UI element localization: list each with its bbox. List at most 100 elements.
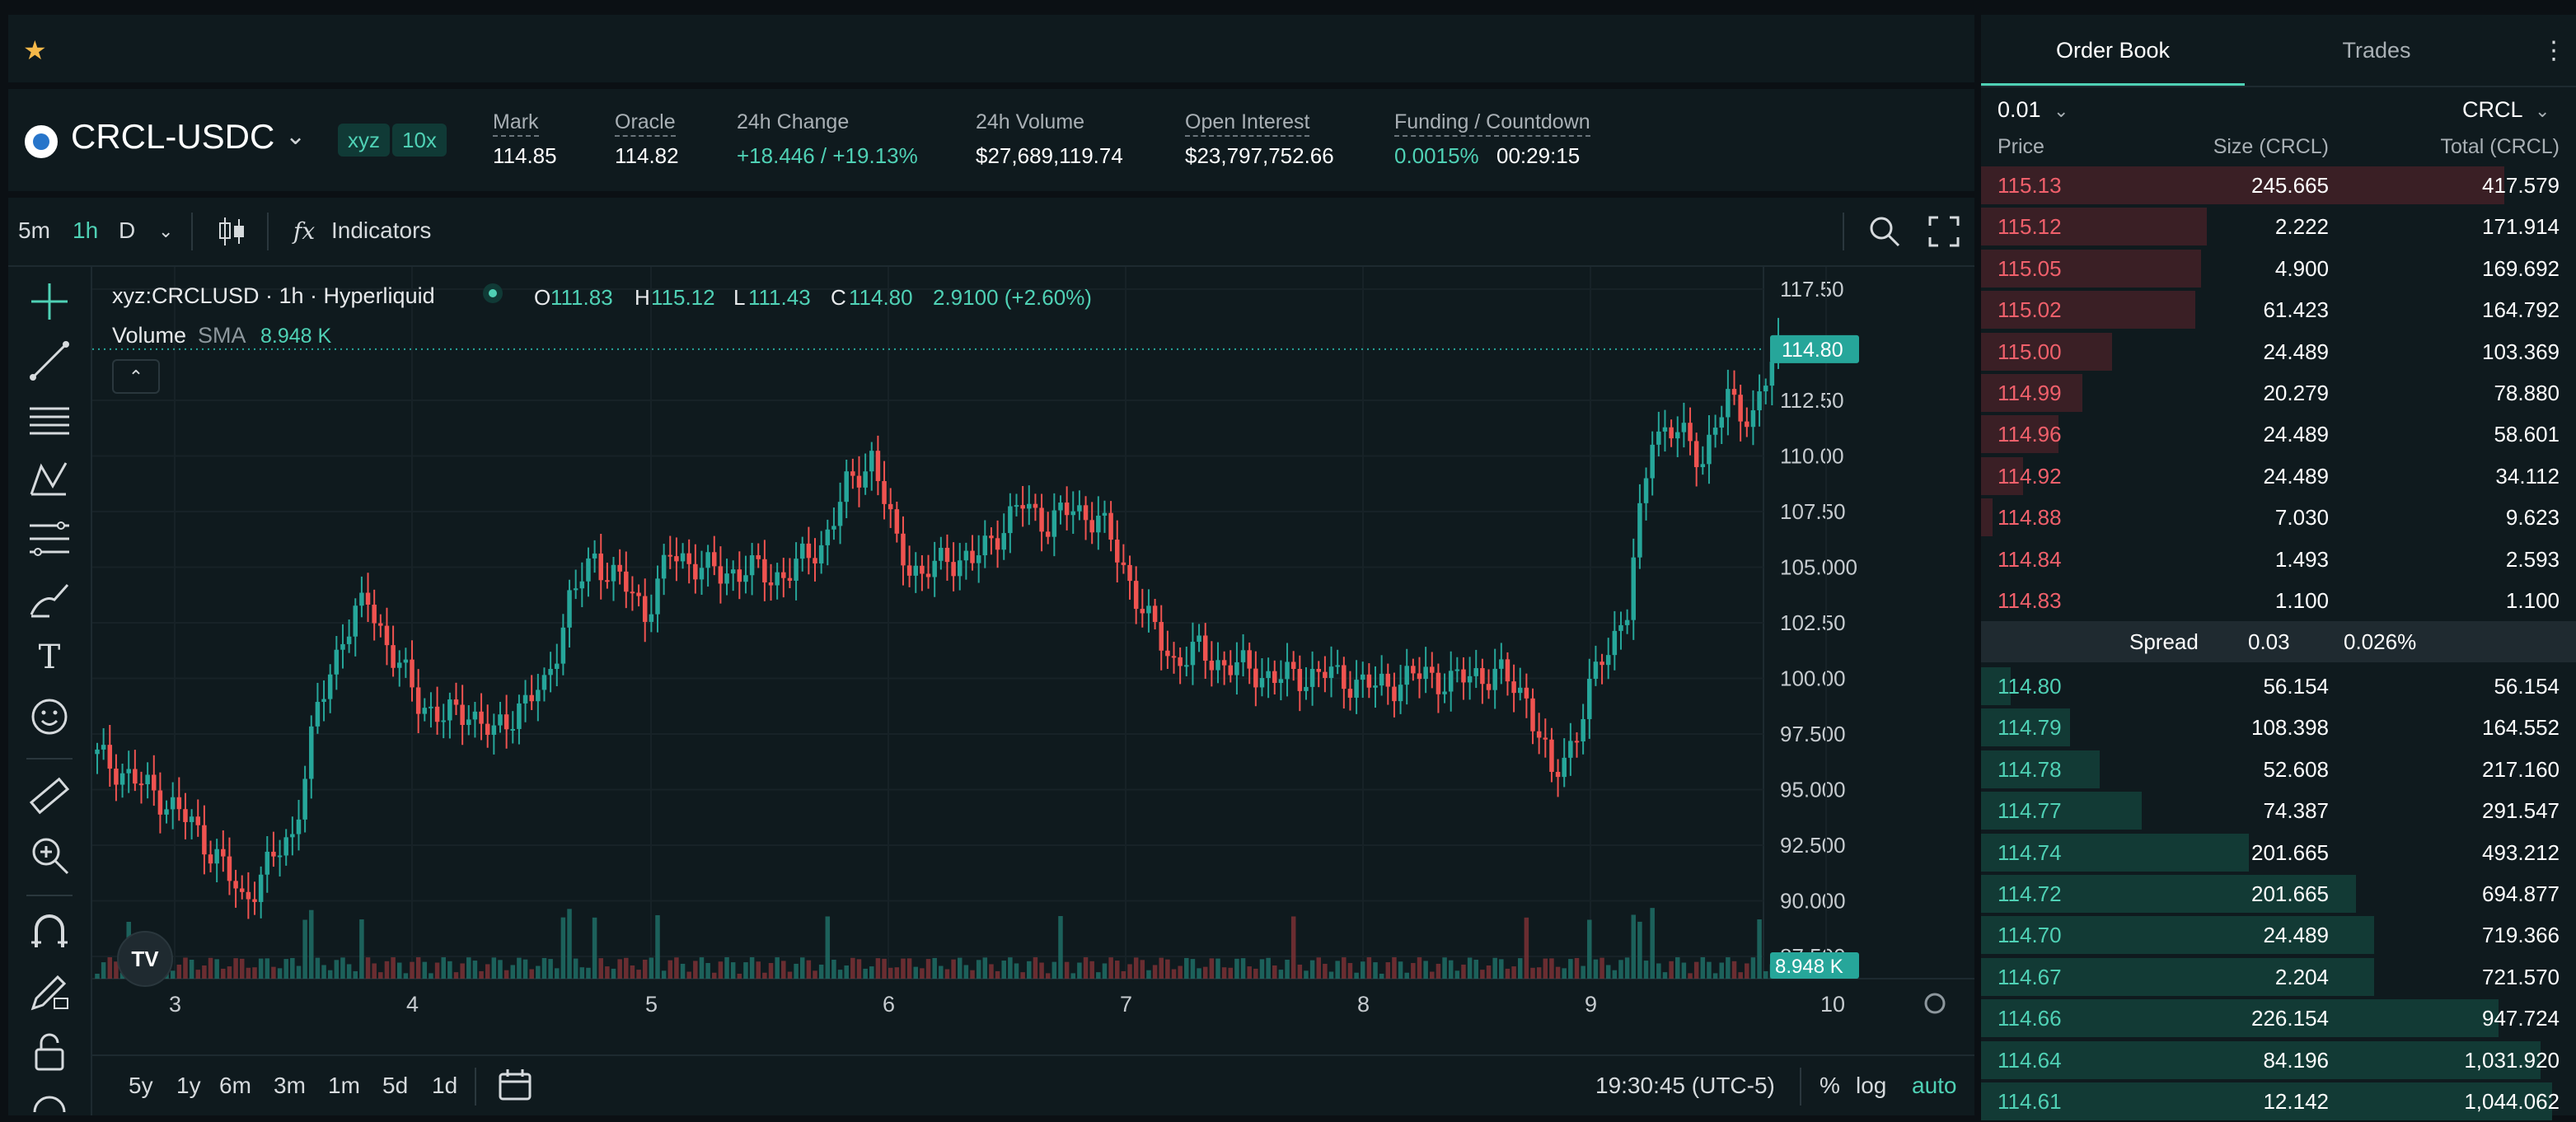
volume-bar	[415, 957, 421, 979]
chevron-down-icon[interactable]: ⌄	[285, 123, 307, 150]
bid-row[interactable]: 114.72 201.665 694.877	[1981, 873, 2576, 914]
timeframe-1h[interactable]: 1h	[73, 217, 99, 243]
timeframe-5m[interactable]: 5m	[18, 217, 50, 243]
range-6m[interactable]: 6m	[219, 1073, 251, 1098]
horizontal-lines-icon[interactable]	[26, 397, 73, 443]
range-bar: 5y 1y 6m 3m 1m 5d 1d 19:30:45 (UTC-5) % …	[91, 1054, 1974, 1117]
crosshair-icon[interactable]	[26, 278, 73, 325]
volume-bar	[1146, 970, 1151, 979]
ask-row[interactable]: 114.84 1.493 2.593	[1981, 539, 2576, 580]
bid-row[interactable]: 114.67 2.204 721.570	[1981, 956, 2576, 998]
chevron-up-icon[interactable]: ⌃	[112, 359, 160, 394]
volume-bar	[1360, 961, 1365, 979]
candle-type-icon[interactable]	[218, 216, 247, 247]
volume-bar	[850, 957, 855, 979]
volume-bar	[378, 972, 383, 979]
tab-order-book[interactable]: Order Book	[1981, 15, 2245, 86]
divider	[267, 213, 269, 250]
chevron-down-icon[interactable]: ⌄	[158, 221, 174, 241]
bid-row[interactable]: 114.66 226.154 947.724	[1981, 998, 2576, 1039]
candle-body	[1335, 665, 1340, 667]
bid-row[interactable]: 114.77 74.387 291.547	[1981, 790, 2576, 831]
bid-row[interactable]: 114.74 201.665 493.212	[1981, 832, 2576, 873]
candle-body	[951, 562, 956, 577]
bid-row[interactable]: 114.61 12.142 1,044.062	[1981, 1081, 2576, 1122]
zoom-in-icon[interactable]	[26, 832, 73, 878]
ask-row[interactable]: 115.02 61.423 164.792	[1981, 289, 2576, 330]
candle-body	[611, 564, 616, 582]
bid-price: 114.80	[1998, 674, 2062, 699]
fx-icon[interactable]: fx	[293, 217, 316, 245]
depth-bar	[1981, 1082, 2553, 1120]
range-3m[interactable]: 3m	[274, 1073, 306, 1098]
range-1m[interactable]: 1m	[328, 1073, 360, 1098]
log-toggle[interactable]: log	[1856, 1073, 1887, 1098]
bid-total: 719.366	[2482, 923, 2560, 948]
chevron-down-icon[interactable]: ⌄	[2054, 101, 2069, 121]
fullscreen-icon[interactable]	[1928, 216, 1960, 247]
range-1d[interactable]: 1d	[432, 1073, 458, 1098]
magnet-icon[interactable]	[26, 909, 73, 956]
pair-selector[interactable]: CRCL-USDC	[71, 117, 275, 156]
ask-row[interactable]: 114.99 20.279 78.880	[1981, 372, 2576, 414]
ask-price: 114.83	[1998, 588, 2062, 613]
ask-row[interactable]: 114.92 24.489 34.112	[1981, 456, 2576, 497]
ask-row[interactable]: 114.96 24.489 58.601	[1981, 414, 2576, 455]
ruler-icon[interactable]	[26, 773, 73, 819]
candle-body	[1373, 685, 1378, 688]
unit-select[interactable]: CRCL	[2462, 97, 2523, 122]
range-5d[interactable]: 5d	[382, 1073, 409, 1098]
lock-icon[interactable]	[26, 1028, 73, 1074]
bid-row[interactable]: 114.70 24.489 719.366	[1981, 914, 2576, 956]
volume-bar	[1190, 959, 1196, 979]
range-5y[interactable]: 5y	[129, 1073, 153, 1098]
auto-toggle[interactable]: auto	[1912, 1073, 1957, 1098]
volume-bar	[970, 970, 975, 979]
candle-body	[252, 899, 257, 902]
volume-bar	[586, 967, 591, 979]
tradingview-logo-icon[interactable]: TV	[117, 931, 173, 987]
star-icon[interactable]: ★	[23, 35, 47, 65]
bid-total: 721.570	[2482, 964, 2560, 989]
bid-row[interactable]: 114.79 108.398 164.552	[1981, 707, 2576, 748]
chevron-down-icon[interactable]: ⌄	[2535, 101, 2550, 121]
percent-toggle[interactable]: %	[1820, 1073, 1840, 1098]
volume-bar	[1398, 961, 1403, 979]
ask-price: 114.88	[1998, 505, 2062, 531]
pattern-icon[interactable]	[26, 456, 73, 503]
bid-row[interactable]: 114.78 52.608 217.160	[1981, 749, 2576, 790]
candle-body	[1643, 478, 1649, 503]
precision-select[interactable]: 0.01	[1998, 97, 2041, 122]
fib-icon[interactable]	[26, 516, 73, 562]
range-1y[interactable]: 1y	[176, 1073, 201, 1098]
price-tick-label: 105.000	[1780, 555, 1857, 580]
timeframe-d[interactable]: D	[119, 217, 136, 243]
candle-body	[1297, 668, 1303, 691]
brush-icon[interactable]	[26, 575, 73, 621]
calendar-icon[interactable]	[498, 1068, 532, 1102]
mark-value: 114.85	[493, 143, 557, 168]
ask-row[interactable]: 114.83 1.100 1.100	[1981, 580, 2576, 621]
trend-line-icon[interactable]	[26, 338, 73, 384]
candle-body	[415, 687, 421, 714]
ask-row[interactable]: 115.05 4.900 169.692	[1981, 248, 2576, 289]
ask-row[interactable]: 115.12 2.222 171.914	[1981, 206, 2576, 247]
indicators-button[interactable]: Indicators	[331, 217, 432, 243]
volume-bar	[536, 965, 541, 979]
price-chart[interactable]: 117.50 112.50 110.00 107.50 105.000 102.50 100…	[92, 267, 1974, 1054]
ask-row[interactable]: 115.13 245.665 417.579	[1981, 165, 2576, 206]
more-icon[interactable]: ⋮	[2541, 37, 2566, 64]
text-icon[interactable]: T	[38, 638, 61, 676]
volume-bar	[1587, 919, 1592, 979]
zoom-search-icon[interactable]	[1867, 214, 1902, 249]
ask-row[interactable]: 115.00 24.489 103.369	[1981, 331, 2576, 372]
bid-row[interactable]: 114.64 84.196 1,031.920	[1981, 1040, 2576, 1081]
ask-total: 78.880	[2494, 381, 2560, 405]
bid-row[interactable]: 114.80 56.154 56.154	[1981, 666, 2576, 707]
lock-draw-icon[interactable]	[26, 969, 73, 1015]
ask-row[interactable]: 114.88 7.030 9.623	[1981, 497, 2576, 538]
emoji-icon[interactable]	[26, 694, 73, 740]
depth-bar	[1981, 374, 2082, 412]
tab-trades[interactable]: Trades	[2342, 38, 2411, 63]
eye-icon[interactable]	[26, 1087, 73, 1112]
